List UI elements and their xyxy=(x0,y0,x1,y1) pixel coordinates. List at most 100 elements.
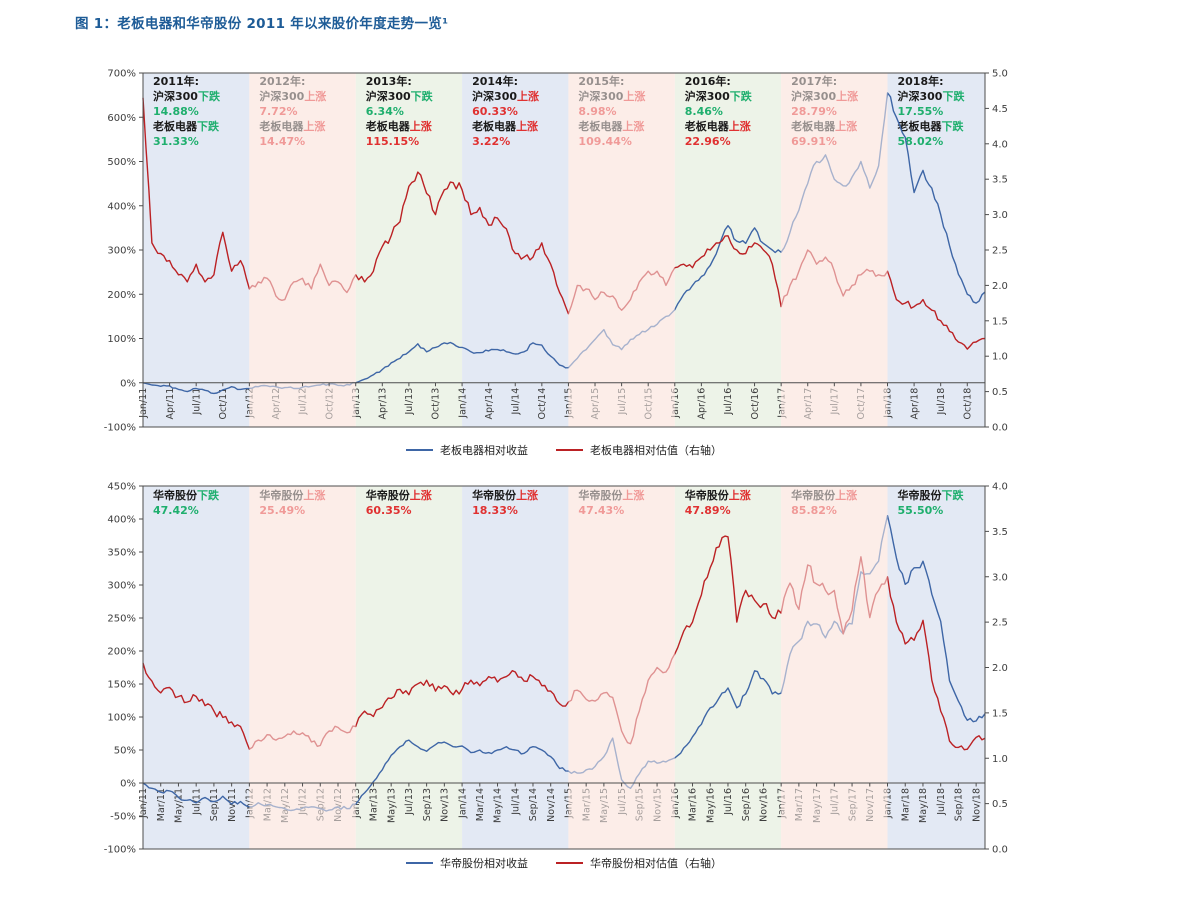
stock-move-pct: 60.35% xyxy=(366,504,412,517)
index-move-label: 沪深300下跌 xyxy=(153,89,221,103)
year-label: 2013年: xyxy=(366,74,412,88)
year-band-blue xyxy=(143,73,250,427)
right-axis-label: 2.0 xyxy=(992,663,1008,674)
pink-band-overlay xyxy=(568,486,675,849)
year-label: 2014年: xyxy=(472,74,518,88)
x-tick-label: Jul/16 xyxy=(723,388,734,416)
x-tick-label: Apr/16 xyxy=(697,388,708,420)
left-axis-label: 200% xyxy=(107,290,136,301)
stock-move-pct: 115.15% xyxy=(366,135,419,148)
index-move-pct: 14.88% xyxy=(153,105,199,118)
legend-label: 老板电器相对收益 xyxy=(440,444,528,457)
x-tick-label: Mar/16 xyxy=(688,788,699,821)
x-tick-label: Jan/14 xyxy=(457,788,468,819)
stock-move-pct: 58.02% xyxy=(898,135,944,148)
stock-move-label: 老板电器上涨 xyxy=(684,119,751,133)
x-tick-label: Jul/14 xyxy=(510,788,521,816)
left-axis-label: 0% xyxy=(120,378,136,389)
year-label: 2016年: xyxy=(685,74,731,88)
x-tick-label: Jul/18 xyxy=(936,788,947,816)
right-axis-label: 3.5 xyxy=(992,175,1008,186)
x-tick-label: Jan/11 xyxy=(138,388,149,419)
legend-label: 华帝股份相对收益 xyxy=(440,857,528,870)
legend-line-swatch xyxy=(556,862,583,864)
x-tick-label: Jan/18 xyxy=(883,788,894,819)
left-axis-label: 100% xyxy=(107,713,136,724)
x-tick-label: Mar/14 xyxy=(475,788,486,821)
x-tick-label: Jan/11 xyxy=(138,788,149,819)
right-axis-label: 2.5 xyxy=(992,246,1008,257)
stock-move-label: 华帝股份上涨 xyxy=(685,488,751,502)
x-tick-label: Nov/13 xyxy=(440,788,451,822)
year-band-blue xyxy=(887,486,985,849)
right-axis-label: 3.0 xyxy=(992,572,1008,583)
x-tick-label: Oct/14 xyxy=(537,388,548,420)
index-move-label: 沪深300下跌 xyxy=(685,89,753,103)
pink-band-overlay xyxy=(249,486,356,849)
x-tick-label: Jul/18 xyxy=(936,388,947,416)
x-tick-label: Oct/18 xyxy=(962,388,973,420)
right-axis-label: 0.0 xyxy=(992,845,1008,855)
left-axis-label: -100% xyxy=(104,845,136,855)
x-tick-label: Oct/11 xyxy=(218,388,229,420)
legend-label: 老板电器相对估值（右轴） xyxy=(590,444,722,457)
stock-move-pct: 47.42% xyxy=(153,504,199,517)
x-tick-label: Oct/16 xyxy=(750,388,761,420)
x-tick-label: Jan/13 xyxy=(351,388,362,419)
year-label: 2011年: xyxy=(153,74,199,88)
stock-move-pct: 22.96% xyxy=(685,135,731,148)
left-axis-label: 250% xyxy=(107,614,136,625)
right-axis-label: 4.5 xyxy=(992,104,1008,115)
pink-band-overlay xyxy=(781,486,888,849)
x-tick-label: May/18 xyxy=(918,788,929,823)
legend-line-swatch xyxy=(556,449,583,451)
stock-move-label: 老板电器下跌 xyxy=(152,119,220,133)
x-tick-label: Apr/13 xyxy=(378,388,389,420)
stock-move-label: 华帝股份下跌 xyxy=(898,488,965,502)
stock-move-label: 华帝股份下跌 xyxy=(153,488,220,502)
index-move-pct: 6.34% xyxy=(366,105,404,118)
year-band-blue xyxy=(143,486,250,849)
stock-move-label: 华帝股份上涨 xyxy=(366,488,432,502)
right-axis-label: 4.0 xyxy=(992,139,1008,150)
vatti-legend: 华帝股份相对收益 华帝股份相对估值（右轴） xyxy=(0,855,1128,871)
right-axis-label: 0.5 xyxy=(992,387,1008,398)
stock-move-label: 华帝股份上涨 xyxy=(472,488,538,502)
right-axis-label: 3.0 xyxy=(992,210,1008,221)
x-tick-label: Nov/11 xyxy=(227,788,238,822)
stock-move-label: 老板电器上涨 xyxy=(471,119,538,133)
right-axis-label: 5.0 xyxy=(992,69,1008,80)
x-tick-label: May/16 xyxy=(705,788,716,823)
legend-item: 华帝股份相对估值（右轴） xyxy=(556,855,722,871)
x-tick-label: Mar/11 xyxy=(156,788,167,821)
left-axis-label: 150% xyxy=(107,680,136,691)
x-tick-label: Nov/18 xyxy=(971,788,982,822)
year-band-green xyxy=(355,73,463,427)
right-axis-label: 1.5 xyxy=(992,708,1008,719)
x-tick-label: Nov/14 xyxy=(546,788,557,822)
legend-line-swatch xyxy=(406,862,433,864)
pink-band-overlay xyxy=(249,73,356,427)
x-tick-label: Sep/14 xyxy=(528,788,539,821)
x-tick-label: Oct/13 xyxy=(431,388,442,420)
index-move-pct: 60.33% xyxy=(472,105,518,118)
right-axis-label: 0.0 xyxy=(992,423,1008,434)
x-tick-label: Jul/13 xyxy=(404,388,415,416)
left-axis-label: 100% xyxy=(107,334,136,345)
left-axis-label: 400% xyxy=(107,515,136,526)
right-axis-label: 1.0 xyxy=(992,754,1008,765)
stock-move-pct: 55.50% xyxy=(898,504,944,517)
legend-label: 华帝股份相对估值（右轴） xyxy=(590,857,722,870)
year-band-green xyxy=(674,486,782,849)
left-axis-label: 0% xyxy=(120,779,136,790)
index-move-pct: 8.46% xyxy=(685,105,723,118)
x-tick-label: Mar/18 xyxy=(900,788,911,821)
x-tick-label: Jan/16 xyxy=(670,788,681,819)
legend-item: 老板电器相对估值（右轴） xyxy=(556,442,722,458)
x-tick-label: Apr/11 xyxy=(165,388,176,420)
index-move-label: 沪深300上涨 xyxy=(472,89,539,103)
x-tick-label: Nov/16 xyxy=(759,788,770,822)
right-axis-label: 0.5 xyxy=(992,799,1008,810)
left-axis-label: 700% xyxy=(107,69,136,80)
left-axis-label: 450% xyxy=(107,482,136,493)
